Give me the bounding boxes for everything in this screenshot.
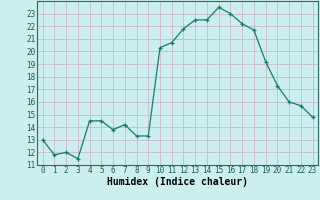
X-axis label: Humidex (Indice chaleur): Humidex (Indice chaleur) xyxy=(107,177,248,187)
